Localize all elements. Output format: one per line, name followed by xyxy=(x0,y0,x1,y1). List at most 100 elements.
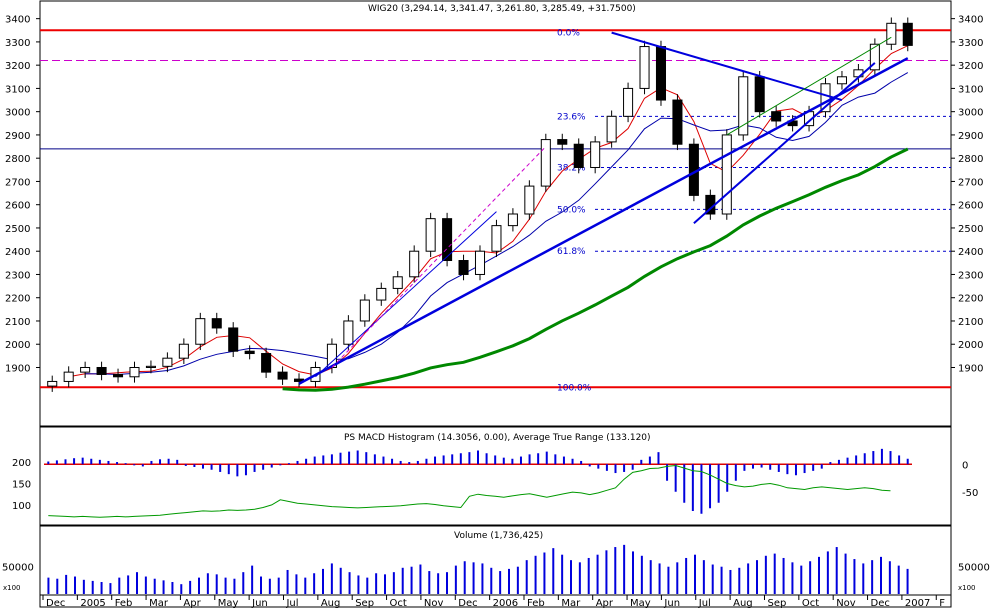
candle-body xyxy=(754,76,765,113)
candle xyxy=(738,70,749,141)
candle-body xyxy=(771,111,782,122)
price-tick-label-left: 2700 xyxy=(5,177,30,188)
x-tick-label: Dec xyxy=(46,598,65,608)
moving-average-long xyxy=(282,147,909,392)
candle xyxy=(392,270,403,295)
candle-body xyxy=(458,260,469,275)
candle-body xyxy=(359,299,370,322)
candle xyxy=(524,180,535,220)
trendline xyxy=(298,57,909,385)
x-tick-label: May xyxy=(218,598,239,608)
candle-body xyxy=(63,371,74,382)
candle-body xyxy=(96,366,107,375)
candle xyxy=(672,94,683,151)
candle xyxy=(573,138,584,174)
fib-label: 100.0% xyxy=(557,383,592,393)
candle xyxy=(754,70,765,118)
moving-average-short xyxy=(68,45,909,378)
candle xyxy=(178,338,189,364)
candle-body xyxy=(442,218,453,262)
candle xyxy=(129,361,140,383)
candle-body xyxy=(623,87,634,117)
candle-body xyxy=(277,371,288,380)
x-tick-label: Feb xyxy=(527,598,545,608)
candle xyxy=(869,38,880,76)
candle xyxy=(277,366,288,385)
candle-body xyxy=(540,139,551,187)
price-tick-label-right: 3300 xyxy=(958,38,983,49)
x-tick-label: Dec xyxy=(458,598,477,608)
price-tick-label-left: 2800 xyxy=(5,154,30,165)
candle xyxy=(557,133,568,151)
price-tick-label-left: 2000 xyxy=(5,340,30,351)
candle-body xyxy=(392,276,403,289)
candle xyxy=(376,282,387,306)
candle xyxy=(491,219,502,258)
candle xyxy=(590,136,601,174)
candle xyxy=(540,133,551,192)
macd-tick-label-left: 200 xyxy=(12,458,31,469)
x-tick-label: Oct xyxy=(802,598,819,608)
candle xyxy=(162,352,173,373)
axis-layer: Dec 2005 Feb Mar Apr May Jun Jul Aug Sep Oct Nov Dec… xyxy=(42,595,945,608)
x-tick-label: Mar xyxy=(149,598,169,608)
candle-body xyxy=(376,287,387,301)
macd-panel-frame xyxy=(39,426,952,526)
x-tick-label: Aug xyxy=(733,598,753,608)
atr-line xyxy=(48,464,891,518)
x-tick-label: Jun xyxy=(663,598,680,608)
x-tick-label: 2005 xyxy=(80,598,105,608)
price-tick-label-right: 3200 xyxy=(958,61,983,72)
candle-body xyxy=(557,139,568,145)
x-tick-label: Jun xyxy=(251,598,268,608)
candle xyxy=(409,245,420,283)
fib-label: 50.0% xyxy=(557,205,586,215)
candle-body xyxy=(113,373,124,378)
x-tick-label: Aug xyxy=(321,598,341,608)
price-tick-label-right: 2400 xyxy=(958,247,983,258)
candle xyxy=(442,212,453,267)
price-tick-label-right: 2600 xyxy=(958,201,983,212)
price-tick-label-left: 3100 xyxy=(5,84,30,95)
candle xyxy=(47,375,58,392)
candle xyxy=(474,245,486,281)
candle-body xyxy=(820,83,831,113)
candle xyxy=(721,129,732,220)
candle-body xyxy=(655,46,667,101)
candle xyxy=(820,77,831,118)
fib-label: 0.0% xyxy=(557,29,580,39)
candle-body xyxy=(145,365,156,368)
candle-body xyxy=(886,22,897,45)
price-tick-label-left: 3400 xyxy=(5,15,30,26)
candle xyxy=(145,360,156,374)
x-tick-label: May xyxy=(630,598,651,608)
candle xyxy=(63,366,74,388)
trendline xyxy=(315,211,497,378)
x-tick-label: F xyxy=(939,598,945,608)
price-tick-label-right: 3100 xyxy=(958,84,983,95)
macd-tick-label-right: -50 xyxy=(962,488,978,499)
price-tick-label-left: 2400 xyxy=(5,247,30,258)
price-tick-label-right: 2100 xyxy=(958,317,983,328)
fib-label: 61.8% xyxy=(557,247,586,257)
x-tick-label: Nov xyxy=(836,598,856,608)
candle-body xyxy=(721,134,732,215)
volume-title: Volume (1,736,425) xyxy=(454,531,543,541)
candle-body xyxy=(244,350,255,355)
x-tick-label: Apr xyxy=(596,598,614,608)
price-tick-label-left: 3000 xyxy=(5,108,30,119)
macd-tick-label-right: 0 xyxy=(962,460,968,471)
price-tick-label-right: 3400 xyxy=(958,15,983,26)
x-tick-label: Jul xyxy=(698,598,711,608)
candle-body xyxy=(590,141,601,168)
price-tick-label-left: 2900 xyxy=(5,131,30,142)
price-panel-frame xyxy=(39,0,952,427)
price-tick-label-right: 2800 xyxy=(958,154,983,165)
candle xyxy=(606,110,617,148)
trendline xyxy=(331,146,547,368)
volume-scale-right: x100 xyxy=(958,584,976,592)
fib-label: 38.2% xyxy=(557,163,586,173)
volume-layer: 50000 50000 xyxy=(2,544,990,594)
candle xyxy=(80,361,91,378)
price-tick-label-left: 3300 xyxy=(5,38,30,49)
